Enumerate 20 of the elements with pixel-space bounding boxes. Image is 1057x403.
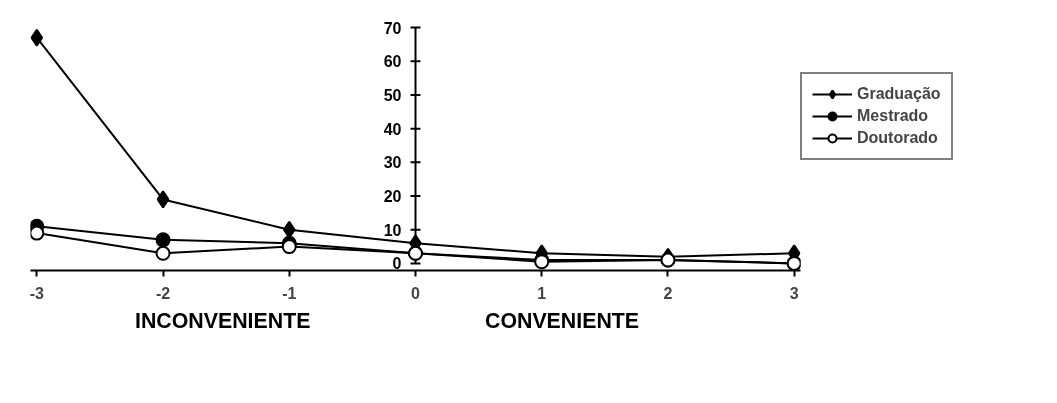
y-tick-label: 30: [383, 154, 402, 172]
legend-label: Doutorado: [857, 129, 938, 147]
x-tick-label: 2: [663, 284, 673, 302]
x-tick-label: 1: [537, 284, 547, 302]
y-tick-label: 70: [383, 19, 402, 37]
y-tick-label: 0: [392, 255, 402, 273]
x-tick-label: 3: [789, 284, 799, 302]
x-tick-label: 0: [411, 284, 421, 302]
y-tick-label: 50: [383, 86, 402, 104]
x-tick-label: -2: [155, 284, 171, 302]
x-tick-label: -3: [29, 284, 45, 302]
text: INCONVENIENTE: [135, 308, 311, 335]
y-tick-label: 40: [383, 120, 402, 138]
y-tick-label: 60: [383, 53, 402, 71]
y-tick-label: 20: [383, 188, 402, 206]
legend-label: Mestrado: [857, 107, 929, 125]
legend-label: Graduação: [857, 85, 941, 103]
text: CONVENIENTE: [485, 308, 640, 335]
x-tick-label: -1: [282, 284, 297, 302]
y-tick-label: 10: [383, 221, 402, 239]
